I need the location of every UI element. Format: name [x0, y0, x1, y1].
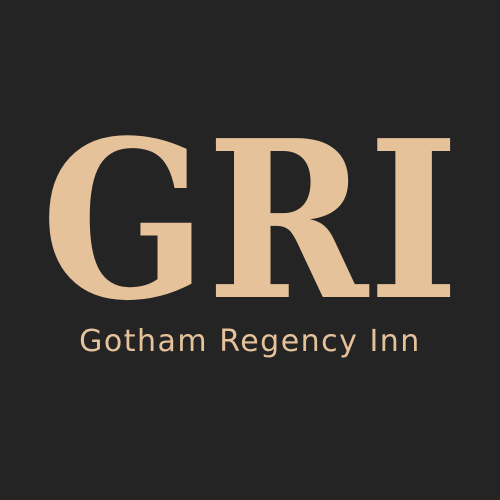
logo-name: Gotham Regency Inn — [79, 324, 421, 359]
logo-monogram: GRI — [41, 93, 459, 349]
logo-monogram-text: GRI — [41, 93, 459, 349]
